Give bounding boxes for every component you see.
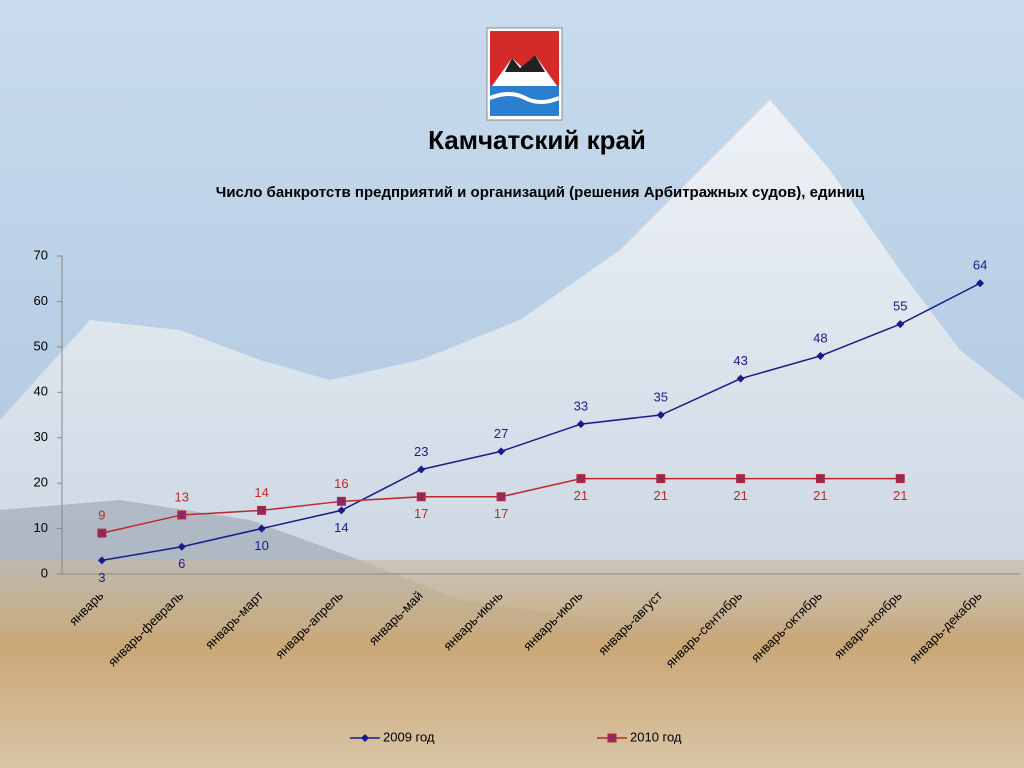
- data-label: 3: [98, 570, 105, 585]
- y-tick-label: 0: [41, 565, 48, 580]
- chart-title: Камчатский край: [428, 125, 646, 155]
- marker: [97, 556, 106, 565]
- y-tick-label: 60: [34, 293, 48, 308]
- data-label: 21: [574, 488, 588, 503]
- marker: [736, 374, 745, 383]
- data-label: 35: [654, 389, 668, 404]
- marker: [656, 411, 665, 419]
- data-label: 21: [893, 488, 907, 503]
- data-label: 27: [494, 426, 508, 441]
- data-label: 14: [334, 520, 348, 535]
- marker: [177, 510, 187, 520]
- marker: [896, 320, 905, 329]
- marker: [816, 351, 825, 360]
- y-tick-label: 70: [34, 247, 48, 262]
- marker: [97, 528, 107, 538]
- mountain: [0, 100, 1024, 620]
- data-label: 17: [414, 506, 428, 521]
- data-label: 48: [813, 330, 827, 345]
- legend-marker: [607, 733, 617, 743]
- marker: [656, 474, 666, 484]
- data-label: 9: [98, 508, 105, 523]
- data-label: 17: [494, 506, 508, 521]
- marker: [895, 474, 905, 484]
- marker: [576, 420, 585, 429]
- data-label: 10: [254, 538, 268, 553]
- y-tick-label: 50: [34, 338, 48, 353]
- marker: [976, 279, 985, 288]
- data-label: 6: [178, 556, 185, 571]
- data-label: 21: [654, 488, 668, 503]
- data-label: 13: [175, 489, 189, 504]
- marker: [576, 474, 586, 484]
- y-tick-label: 40: [34, 384, 48, 399]
- data-label: 16: [334, 476, 348, 491]
- marker: [336, 496, 346, 506]
- marker: [736, 474, 746, 484]
- legend-marker: [361, 734, 369, 742]
- marker: [496, 492, 506, 502]
- data-label: 64: [973, 258, 987, 273]
- y-tick-label: 20: [34, 475, 48, 490]
- data-label: 23: [414, 444, 428, 459]
- marker: [337, 506, 346, 515]
- marker: [497, 447, 506, 456]
- marker: [815, 474, 825, 484]
- data-label: 14: [254, 485, 268, 500]
- y-tick-label: 30: [34, 429, 48, 444]
- data-label: 43: [733, 353, 747, 368]
- y-tick-label: 10: [34, 520, 48, 535]
- marker: [417, 465, 426, 474]
- data-label: 21: [733, 488, 747, 503]
- legend-label: 2009 год: [383, 729, 435, 744]
- data-label: 21: [813, 488, 827, 503]
- chart-subtitle: Число банкротств предприятий и организац…: [216, 184, 865, 201]
- forest: [0, 560, 1024, 768]
- marker: [257, 524, 266, 533]
- legend-label: 2010 год: [630, 729, 682, 744]
- series-line: [101, 282, 981, 562]
- marker: [416, 492, 426, 502]
- data-label: 33: [574, 399, 588, 414]
- data-label: 55: [893, 299, 907, 314]
- marker: [177, 542, 186, 551]
- emblem: [486, 27, 563, 121]
- marker: [257, 505, 267, 515]
